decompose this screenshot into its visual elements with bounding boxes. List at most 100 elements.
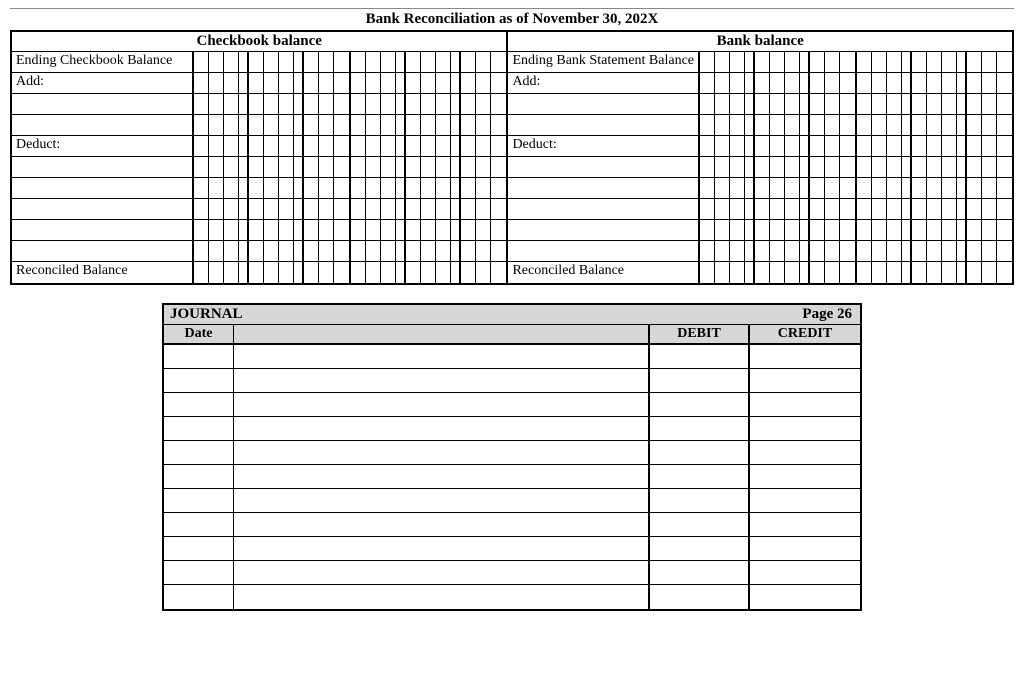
journal-cell-credit	[750, 465, 860, 488]
recon-row: Ending Checkbook Balance	[12, 52, 506, 73]
recon-row-label	[12, 241, 194, 261]
recon-row-label	[508, 199, 700, 219]
journal-row	[164, 345, 860, 369]
recon-row-label: Deduct:	[12, 136, 194, 156]
bank-section: Bank balance Ending Bank Statement Balan…	[508, 32, 1012, 283]
journal-cell-debit	[650, 417, 750, 440]
journal-cell-desc	[234, 537, 650, 560]
journal-cell-date	[164, 561, 234, 584]
journal-body	[164, 345, 860, 609]
recon-row-label: Reconciled Balance	[508, 262, 700, 283]
journal-cell-desc	[234, 465, 650, 488]
journal-cell-credit	[750, 345, 860, 368]
journal-cell-debit	[650, 513, 750, 536]
journal-cell-date	[164, 345, 234, 368]
journal-cell-desc	[234, 489, 650, 512]
journal-cell-date	[164, 537, 234, 560]
journal-cell-debit	[650, 345, 750, 368]
journal-cell-desc	[234, 561, 650, 584]
recon-row	[508, 199, 1012, 220]
recon-row	[12, 94, 506, 115]
journal-row	[164, 513, 860, 537]
journal-row	[164, 585, 860, 609]
recon-row-label	[508, 115, 700, 135]
journal-cell-debit	[650, 561, 750, 584]
recon-row-label	[12, 220, 194, 240]
journal-row	[164, 417, 860, 441]
recon-row-label	[508, 178, 700, 198]
journal-cell-desc	[234, 441, 650, 464]
recon-row	[508, 241, 1012, 262]
journal-row	[164, 489, 860, 513]
journal-page: Page 26	[794, 305, 860, 324]
journal-cell-date	[164, 393, 234, 416]
journal-cell-debit	[650, 537, 750, 560]
journal-row	[164, 561, 860, 585]
recon-row-label	[12, 199, 194, 219]
recon-row-label: Add:	[508, 73, 700, 93]
recon-row	[12, 220, 506, 241]
journal-cell-credit	[750, 417, 860, 440]
recon-row-label: Deduct:	[508, 136, 700, 156]
recon-row-label	[508, 241, 700, 261]
recon-row-label	[508, 220, 700, 240]
journal-cell-credit	[750, 561, 860, 584]
recon-row-label	[12, 115, 194, 135]
col-header-credit: CREDIT	[750, 325, 860, 343]
recon-row-label	[12, 178, 194, 198]
journal-column-headers: Date DEBIT CREDIT	[164, 325, 860, 345]
journal-cell-debit	[650, 489, 750, 512]
journal-cell-date	[164, 489, 234, 512]
journal-row	[164, 393, 860, 417]
journal-cell-debit	[650, 393, 750, 416]
recon-row	[508, 115, 1012, 136]
journal-cell-credit	[750, 393, 860, 416]
journal-cell-credit	[750, 441, 860, 464]
col-header-debit: DEBIT	[650, 325, 750, 343]
journal-cell-desc	[234, 369, 650, 392]
recon-row	[12, 157, 506, 178]
journal-cell-date	[164, 417, 234, 440]
journal-cell-credit	[750, 369, 860, 392]
bank-rows: Ending Bank Statement BalanceAdd: Deduct:…	[508, 52, 1012, 283]
journal-table: JOURNAL Page 26 Date DEBIT CREDIT	[162, 303, 862, 611]
checkbook-section: Checkbook balance Ending Checkbook Balan…	[12, 32, 508, 283]
recon-row: Deduct:	[508, 136, 1012, 157]
journal-row	[164, 441, 860, 465]
recon-row-label	[508, 94, 700, 114]
journal-cell-desc	[234, 417, 650, 440]
journal-cell-desc	[234, 585, 650, 609]
recon-row-label: Ending Bank Statement Balance	[508, 52, 700, 72]
recon-row	[508, 94, 1012, 115]
journal-cell-credit	[750, 537, 860, 560]
journal-cell-desc	[234, 513, 650, 536]
journal-row	[164, 369, 860, 393]
recon-row-label: Ending Checkbook Balance	[12, 52, 194, 72]
recon-row-label: Reconciled Balance	[12, 262, 194, 283]
recon-row	[508, 220, 1012, 241]
recon-row-label	[12, 157, 194, 177]
journal-cell-credit	[750, 585, 860, 609]
col-header-desc	[234, 325, 650, 343]
recon-row-label	[12, 94, 194, 114]
recon-row	[12, 115, 506, 136]
journal-cell-debit	[650, 369, 750, 392]
journal-row	[164, 465, 860, 489]
journal-cell-date	[164, 369, 234, 392]
journal-cell-date	[164, 441, 234, 464]
recon-row: Deduct:	[12, 136, 506, 157]
top-rule	[10, 8, 1014, 9]
page-title: Bank Reconciliation as of November 30, 2…	[10, 11, 1014, 28]
recon-row: Reconciled Balance	[508, 262, 1012, 283]
recon-row: Add:	[12, 73, 506, 94]
journal-cell-debit	[650, 585, 750, 609]
journal-cell-date	[164, 513, 234, 536]
journal-cell-desc	[234, 393, 650, 416]
recon-row-label	[508, 157, 700, 177]
journal-cell-date	[164, 585, 234, 609]
reconciliation-table: Checkbook balance Ending Checkbook Balan…	[10, 30, 1014, 285]
recon-row: Add:	[508, 73, 1012, 94]
checkbook-header: Checkbook balance	[12, 32, 506, 52]
journal-title-row: JOURNAL Page 26	[164, 305, 860, 325]
recon-row	[12, 178, 506, 199]
